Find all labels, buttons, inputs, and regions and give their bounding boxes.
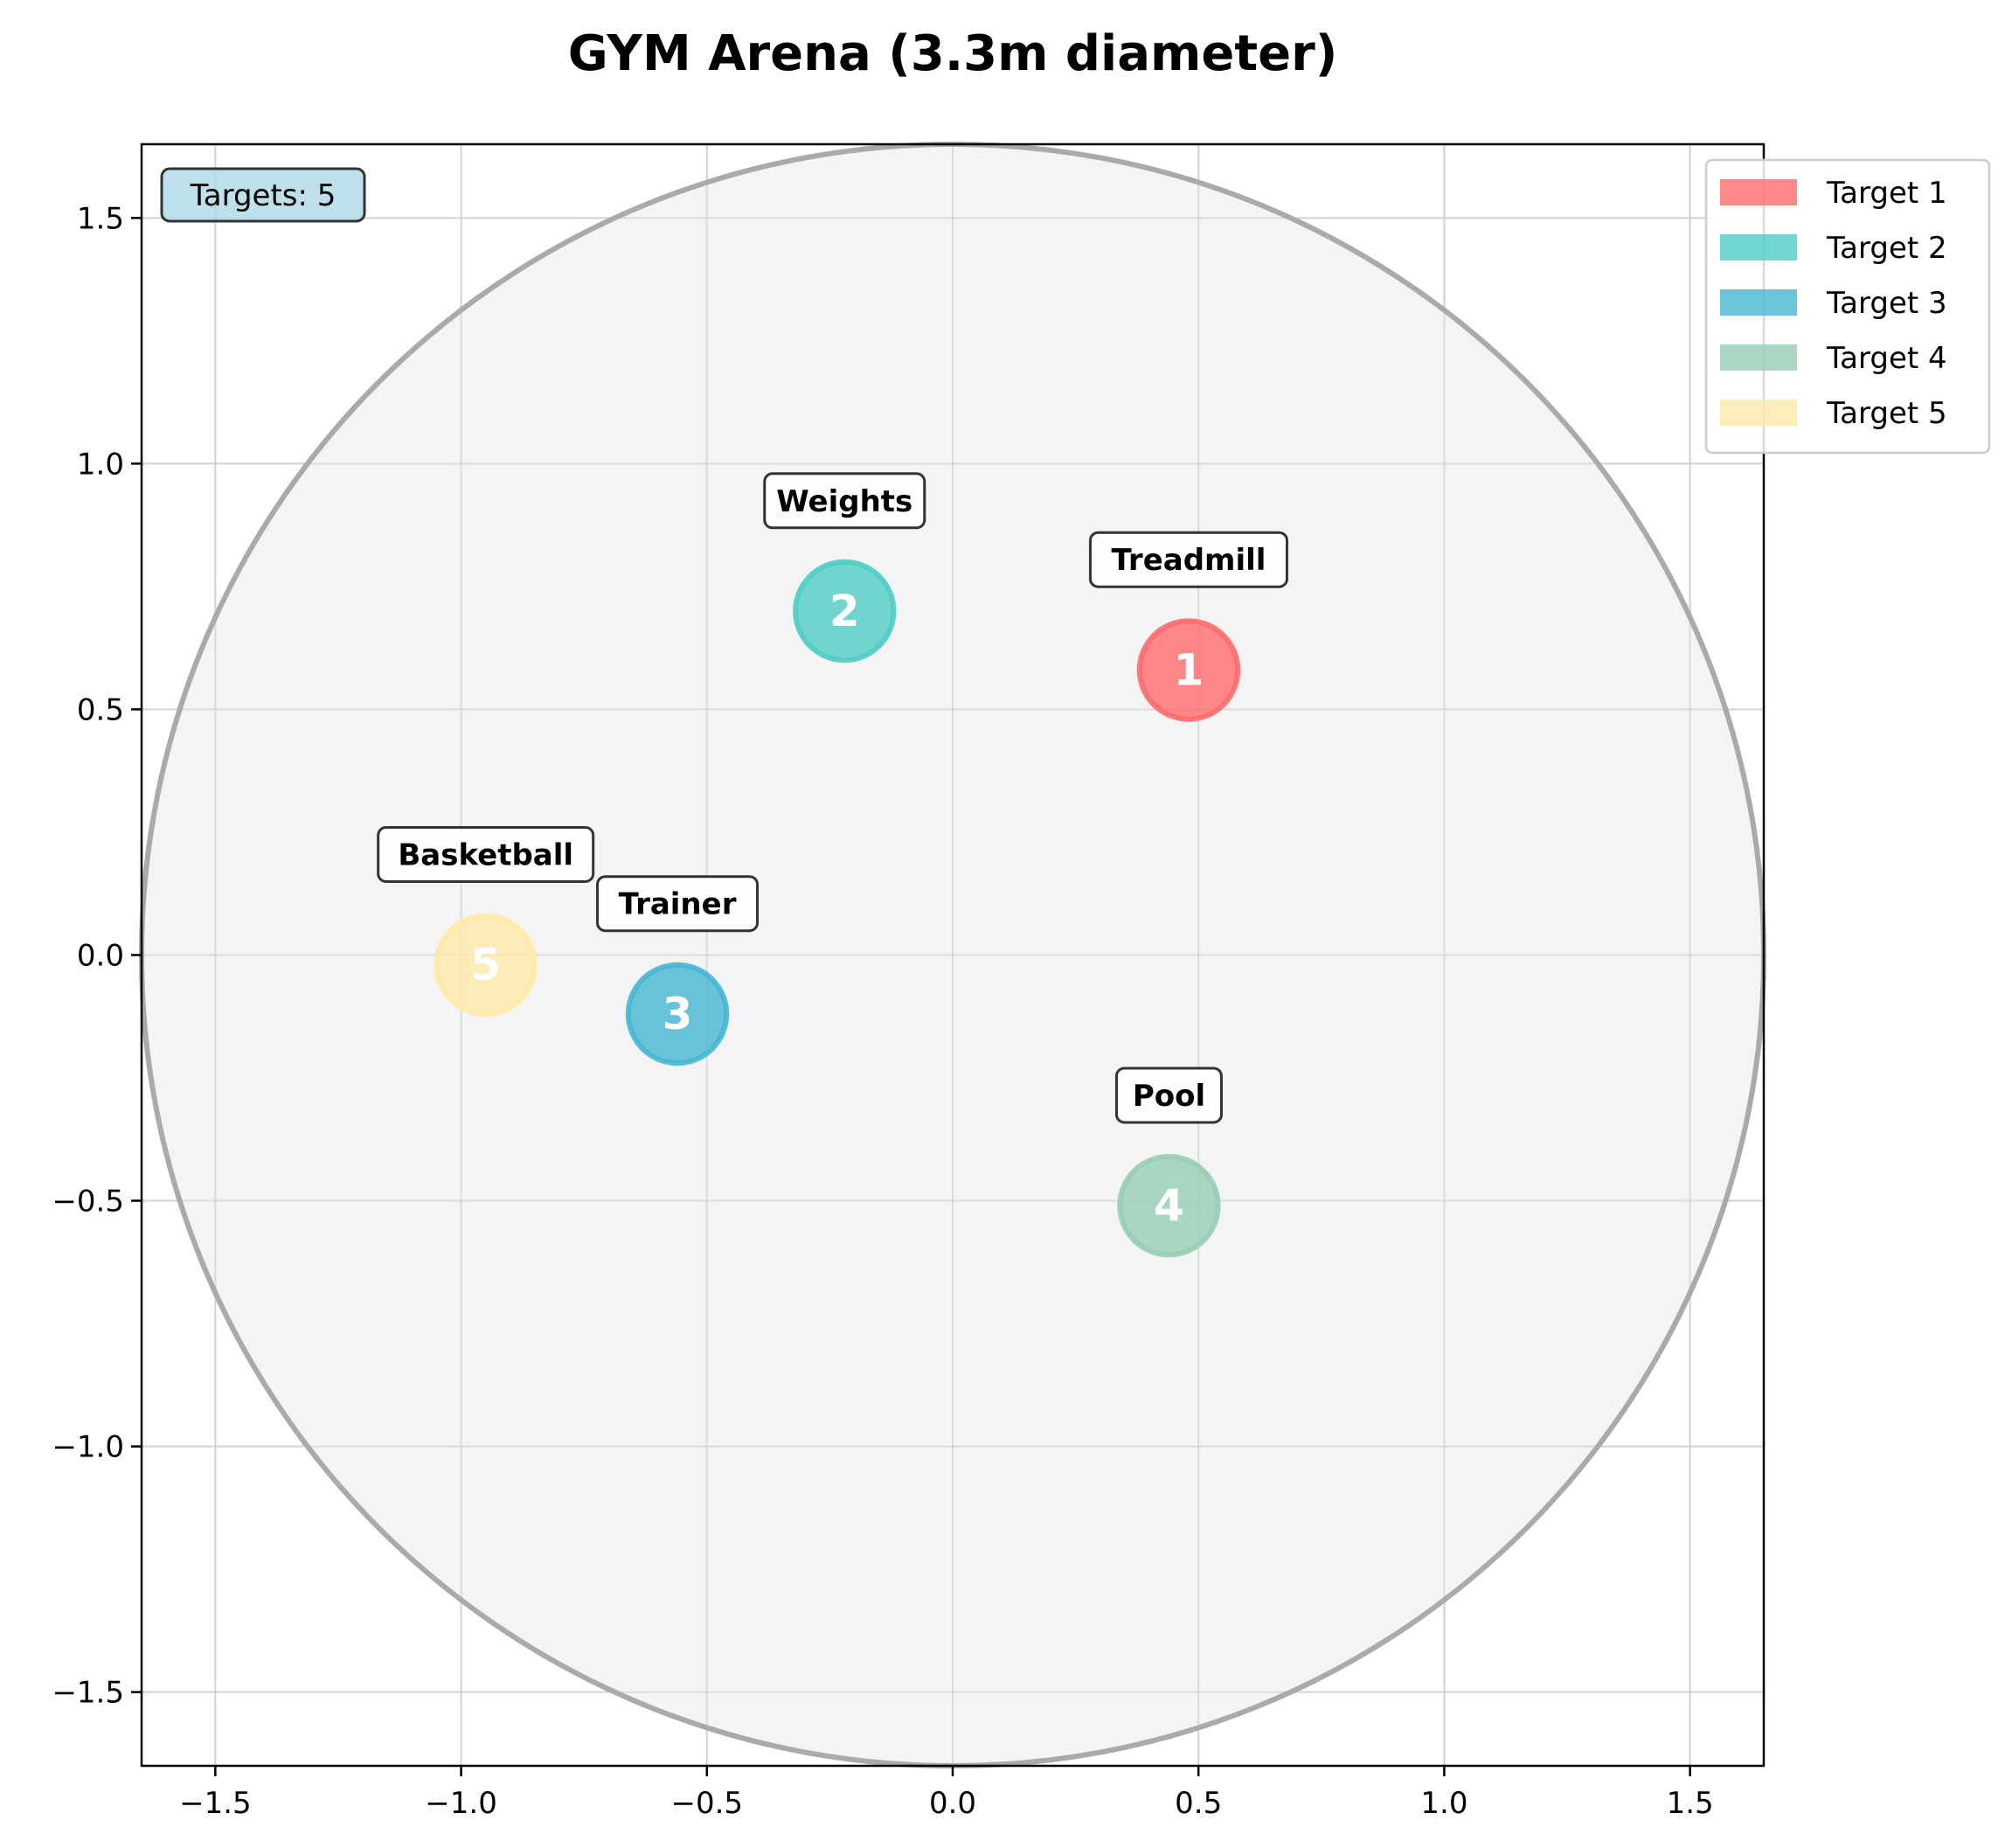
info-box: Targets: 5 — [160, 167, 366, 223]
legend-swatch — [1720, 289, 1797, 316]
target-label-box — [596, 875, 760, 933]
x-tick-label: 0.5 — [1175, 1786, 1222, 1821]
x-tick-label: 1.0 — [1420, 1786, 1467, 1821]
y-tick-label: −0.5 — [52, 1185, 124, 1219]
target-label: Basketball — [398, 838, 573, 873]
y-tick-label: 0.5 — [77, 692, 124, 727]
y-tick-label: 1.5 — [77, 201, 124, 236]
y-tick-label: 0.0 — [77, 939, 124, 974]
legend-swatch — [1720, 234, 1797, 261]
legend: Target 1 Target 2 Target 3 Target 4 Target 5 — [1704, 158, 1991, 455]
axes-layer: −1.5 −1.0 −0.5 0.0 0.5 1.0 1.5 −1.5 −1.0 −0.5 0.0 0… — [52, 142, 1766, 1821]
x-tick-label: 1.5 — [1667, 1786, 1714, 1821]
legend-entry-label: Target 4 — [1826, 341, 1947, 376]
target-layer: 1 Treadmill 2 Weights 3 Trainer 4 Pool 5 Basketba… — [377, 472, 1288, 1258]
target-label: Treadmill — [1111, 543, 1266, 578]
legend-swatch — [1720, 399, 1797, 426]
y-tick-label: −1.0 — [52, 1430, 124, 1465]
target-number: 1 — [1174, 644, 1204, 695]
target-label: Pool — [1133, 1079, 1205, 1114]
target-number: 2 — [829, 586, 860, 636]
legend-swatch — [1720, 179, 1797, 205]
y-tick-label: −1.5 — [52, 1676, 124, 1711]
target-marker — [793, 559, 897, 663]
legend-entry-label: Target 5 — [1826, 396, 1947, 431]
x-tick-label: −1.0 — [425, 1786, 497, 1821]
info-box-text: Targets: 5 — [190, 178, 336, 213]
info-box-background — [160, 167, 366, 223]
target-number: 3 — [663, 989, 693, 1039]
legend-entry-label: Target 3 — [1826, 286, 1947, 321]
x-tick-label: −1.5 — [179, 1786, 252, 1821]
x-tick-label: −0.5 — [671, 1786, 744, 1821]
target-number: 5 — [470, 940, 501, 990]
target-label: Trainer — [619, 887, 737, 922]
target-marker — [1136, 618, 1241, 722]
target-label-box — [763, 472, 926, 530]
target-marker — [625, 962, 730, 1066]
x-tick-label: 0.0 — [929, 1786, 976, 1821]
target-marker — [1117, 1153, 1221, 1258]
arena-layer — [139, 142, 1766, 1768]
arena-fill — [142, 144, 1764, 1766]
legend-entry-label: Target 2 — [1826, 231, 1947, 266]
target-label: Weights — [776, 484, 912, 519]
target-label-box — [1114, 1066, 1223, 1124]
target-number: 4 — [1154, 1180, 1184, 1231]
legend-swatch — [1720, 344, 1797, 371]
target-label-box — [1088, 531, 1288, 588]
chart-title: GYM Arena (3.3m diameter) — [568, 25, 1338, 82]
legend-entry-label: Target 1 — [1826, 176, 1947, 211]
legend-frame — [1704, 158, 1991, 455]
target-label-box — [377, 826, 595, 883]
y-tick-label: 1.0 — [77, 447, 124, 482]
target-marker — [434, 913, 538, 1017]
